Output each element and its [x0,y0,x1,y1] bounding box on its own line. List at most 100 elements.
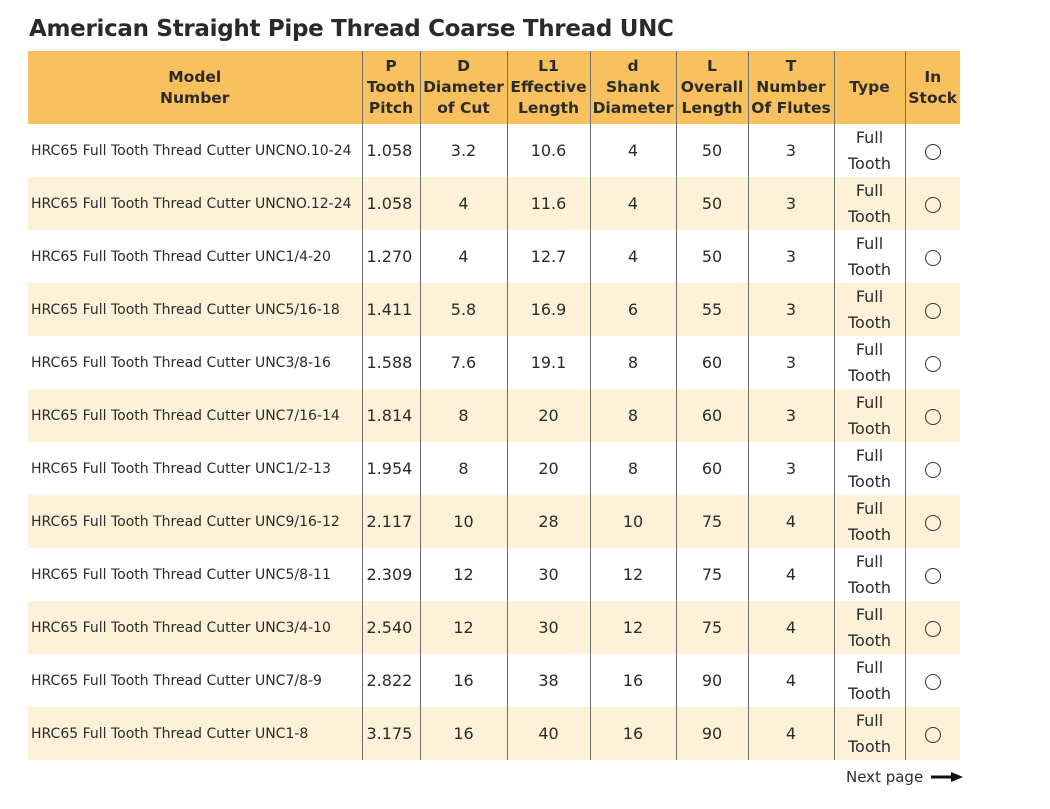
col-header-overall-length: L Overall Length [675,51,748,124]
cell-model: HRC65 Full Tooth Thread Cutter UNC1-8 [28,707,362,760]
cell-in-stock [904,495,960,548]
cell-model: HRC65 Full Tooth Thread Cutter UNCNO.12-… [28,177,362,230]
table-row: HRC65 Full Tooth Thread Cutter UNC5/16-1… [28,283,960,336]
cell-shank-diameter: 4 [589,177,676,230]
cell-tooth-pitch: 2.309 [361,548,420,601]
cell-number-of-flutes: 3 [747,230,834,283]
cell-diameter-of-cut: 16 [419,654,507,707]
in-stock-circle-icon [924,196,941,213]
cell-tooth-pitch: 1.954 [361,442,420,495]
cell-number-of-flutes: 3 [747,389,834,442]
cell-shank-diameter: 16 [589,707,676,760]
cell-number-of-flutes: 4 [747,601,834,654]
table-row: HRC65 Full Tooth Thread Cutter UNC1/4-20… [28,230,960,283]
col-header-tooth-pitch: P Tooth Pitch [361,51,420,124]
cell-diameter-of-cut: 12 [419,548,507,601]
cell-tooth-pitch: 3.175 [361,707,420,760]
cell-type: Full Tooth [833,336,905,389]
in-stock-circle-icon [924,355,941,372]
cell-overall-length: 60 [675,336,748,389]
cell-diameter-of-cut: 7.6 [419,336,507,389]
cell-effective-length: 20 [506,442,590,495]
in-stock-circle-icon [924,673,941,690]
cell-type: Full Tooth [833,707,905,760]
cell-type: Full Tooth [833,124,905,177]
cell-in-stock [904,283,960,336]
in-stock-circle-icon [924,620,941,637]
cell-model: HRC65 Full Tooth Thread Cutter UNC1/4-20 [31,248,331,265]
cell-model: HRC65 Full Tooth Thread Cutter UNC3/8-16 [31,354,331,371]
col-header-diameter-of-cut: D Diameter of Cut [419,51,507,124]
cell-tooth-pitch: 1.270 [361,230,420,283]
cell-in-stock [904,389,960,442]
cell-diameter-of-cut: 4 [419,177,507,230]
table-row: HRC65 Full Tooth Thread Cutter UNC7/16-1… [28,389,960,442]
cell-number-of-flutes: 3 [747,283,834,336]
cell-tooth-pitch: 1.058 [361,177,420,230]
cell-diameter-of-cut: 3.2 [419,124,507,177]
spec-table: Model Number P Tooth Pitch D Diameter of Cut … [28,51,960,760]
in-stock-circle-icon [924,567,941,584]
cell-overall-length: 50 [675,124,748,177]
table-row: HRC65 Full Tooth Thread Cutter UNC3/4-10… [28,601,960,654]
cell-in-stock [904,707,960,760]
cell-in-stock [904,124,960,177]
col-header-type: Type [833,51,905,124]
next-page-link[interactable]: Next page [846,768,964,786]
cell-tooth-pitch: 1.588 [361,336,420,389]
table-row: HRC65 Full Tooth Thread Cutter UNCNO.12-… [28,177,960,230]
cell-number-of-flutes: 4 [747,654,834,707]
cell-overall-length: 50 [675,230,748,283]
cell-overall-length: 90 [675,654,748,707]
in-stock-circle-icon [924,302,941,319]
right-arrow-icon [931,768,964,786]
cell-shank-diameter: 8 [589,389,676,442]
cell-model: HRC65 Full Tooth Thread Cutter UNCNO.10-… [31,142,352,159]
cell-type: Full Tooth [833,389,905,442]
cell-diameter-of-cut: 8 [419,442,507,495]
cell-model: HRC65 Full Tooth Thread Cutter UNC5/8-11 [31,566,331,583]
cell-shank-diameter: 8 [589,336,676,389]
cell-type: Full Tooth [833,177,905,230]
cell-number-of-flutes: 3 [747,336,834,389]
cell-effective-length: 11.6 [506,177,590,230]
table-row: HRC65 Full Tooth Thread Cutter UNC9/16-1… [28,495,960,548]
in-stock-circle-icon [924,249,941,266]
cell-shank-diameter: 4 [589,124,676,177]
cell-type: Full Tooth [833,442,905,495]
cell-number-of-flutes: 4 [747,495,834,548]
cell-model: HRC65 Full Tooth Thread Cutter UNC5/16-1… [28,283,362,336]
cell-number-of-flutes: 4 [747,707,834,760]
cell-overall-length: 75 [675,548,748,601]
cell-effective-length: 20 [506,389,590,442]
cell-effective-length: 10.6 [506,124,590,177]
cell-shank-diameter: 12 [589,601,676,654]
col-header-number-of-flutes: T Number Of Flutes [747,51,834,124]
cell-type: Full Tooth [833,654,905,707]
cell-overall-length: 60 [675,389,748,442]
cell-overall-length: 75 [675,495,748,548]
cell-in-stock [904,548,960,601]
cell-effective-length: 16.9 [506,283,590,336]
cell-type: Full Tooth [833,495,905,548]
cell-model: HRC65 Full Tooth Thread Cutter UNC1/2-13 [31,460,331,477]
cell-effective-length: 28 [506,495,590,548]
page-title: American Straight Pipe Thread Coarse Thr… [29,16,674,42]
col-header-effective-length: L1 Effective Length [506,51,590,124]
cell-diameter-of-cut: 8 [419,389,507,442]
table-row: HRC65 Full Tooth Thread Cutter UNC5/8-11… [28,548,960,601]
cell-diameter-of-cut: 4 [419,230,507,283]
cell-shank-diameter: 12 [589,548,676,601]
cell-overall-length: 50 [675,177,748,230]
cell-shank-diameter: 16 [589,654,676,707]
cell-model: HRC65 Full Tooth Thread Cutter UNC9/16-1… [28,495,362,548]
cell-effective-length: 19.1 [506,336,590,389]
cell-diameter-of-cut: 10 [419,495,507,548]
in-stock-circle-icon [924,408,941,425]
cell-type: Full Tooth [833,601,905,654]
cell-model: HRC65 Full Tooth Thread Cutter UNC7/16-1… [28,389,362,442]
cell-shank-diameter: 6 [589,283,676,336]
cell-in-stock [904,601,960,654]
table-row: HRC65 Full Tooth Thread Cutter UNC1-8 3.1… [28,707,960,760]
col-header-shank-diameter: d Shank Diameter [589,51,676,124]
